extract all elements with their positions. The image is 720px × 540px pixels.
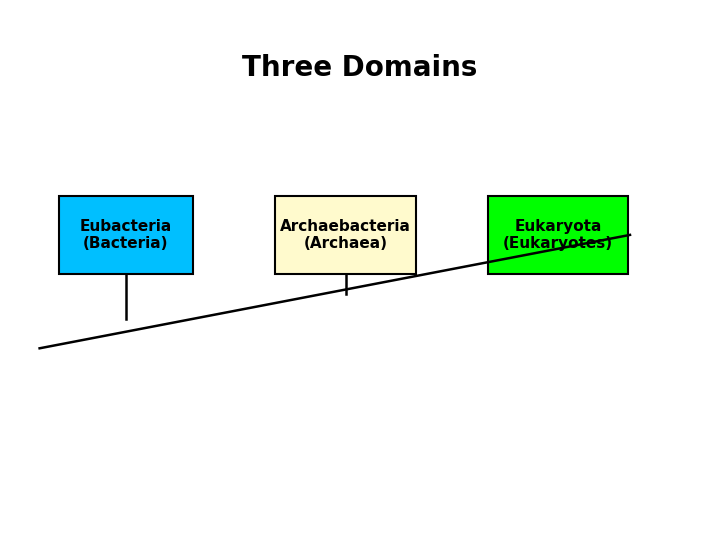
FancyBboxPatch shape bbox=[59, 195, 192, 274]
FancyBboxPatch shape bbox=[488, 195, 628, 274]
Text: Three Domains: Three Domains bbox=[243, 53, 477, 82]
Text: Eubacteria
(Bacteria): Eubacteria (Bacteria) bbox=[80, 219, 172, 251]
Text: Archaebacteria
(Archaea): Archaebacteria (Archaea) bbox=[280, 219, 411, 251]
Text: Eukaryota
(Eukaryotes): Eukaryota (Eukaryotes) bbox=[503, 219, 613, 251]
FancyBboxPatch shape bbox=[275, 195, 416, 274]
